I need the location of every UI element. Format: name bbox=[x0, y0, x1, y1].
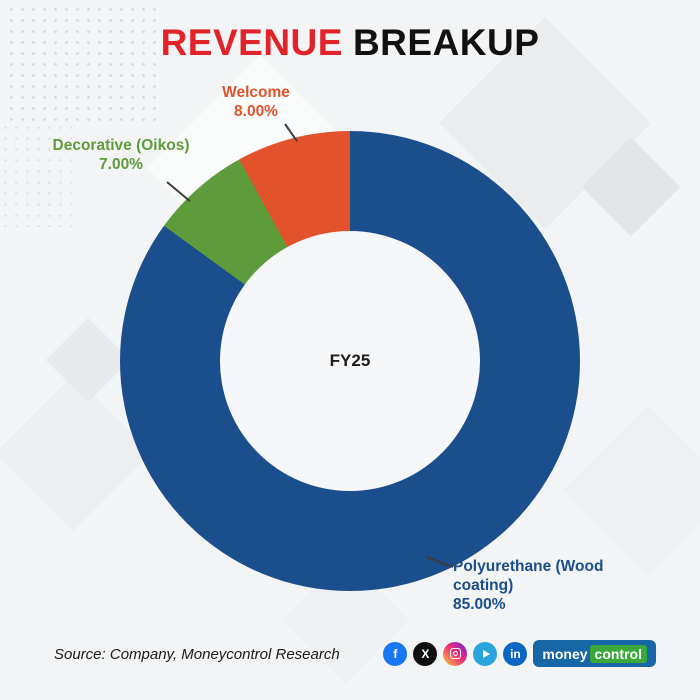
camera-glyph bbox=[449, 648, 461, 659]
telegram-icon[interactable] bbox=[473, 641, 498, 666]
title-word-breakup: BREAKUP bbox=[352, 22, 540, 63]
donut-center-label: FY25 bbox=[329, 351, 371, 370]
callout-polyurethane-label: Polyurethane (Wood coating) bbox=[453, 558, 604, 594]
instagram-icon[interactable] bbox=[443, 641, 468, 666]
moneycontrol-logo[interactable]: money control bbox=[533, 640, 656, 667]
dot-pattern bbox=[0, 122, 72, 227]
donut-hole: FY25 bbox=[220, 231, 480, 491]
source-note: Source: Company, Moneycontrol Research bbox=[54, 646, 340, 663]
paper-plane-glyph bbox=[482, 649, 490, 658]
moneycontrol-logo-money: money bbox=[542, 645, 588, 662]
callout-welcome: Welcome 8.00% bbox=[196, 84, 316, 122]
social-bar: f X in money control bbox=[383, 640, 656, 667]
callout-polyurethane-value: 85.00% bbox=[453, 595, 506, 613]
moneycontrol-logo-control: control bbox=[589, 644, 647, 663]
title-word-revenue: REVENUE bbox=[160, 22, 343, 63]
callout-welcome-label: Welcome bbox=[222, 84, 290, 101]
dot-pattern bbox=[6, 4, 156, 126]
facebook-icon[interactable]: f bbox=[383, 641, 408, 666]
decor-shape bbox=[563, 405, 700, 575]
callout-welcome-value: 8.00% bbox=[234, 102, 278, 120]
page-title: REVENUE BREAKUP bbox=[0, 22, 700, 64]
donut-chart: FY25 bbox=[120, 131, 580, 591]
callout-decorative-label: Decorative (Oikos) bbox=[52, 137, 190, 154]
callout-decorative: Decorative (Oikos) 7.00% bbox=[28, 137, 214, 175]
x-icon[interactable]: X bbox=[413, 641, 438, 666]
callout-polyurethane: Polyurethane (Wood coating) 85.00% bbox=[453, 558, 631, 615]
callout-decorative-value: 7.00% bbox=[99, 155, 143, 173]
linkedin-icon[interactable]: in bbox=[503, 641, 528, 666]
